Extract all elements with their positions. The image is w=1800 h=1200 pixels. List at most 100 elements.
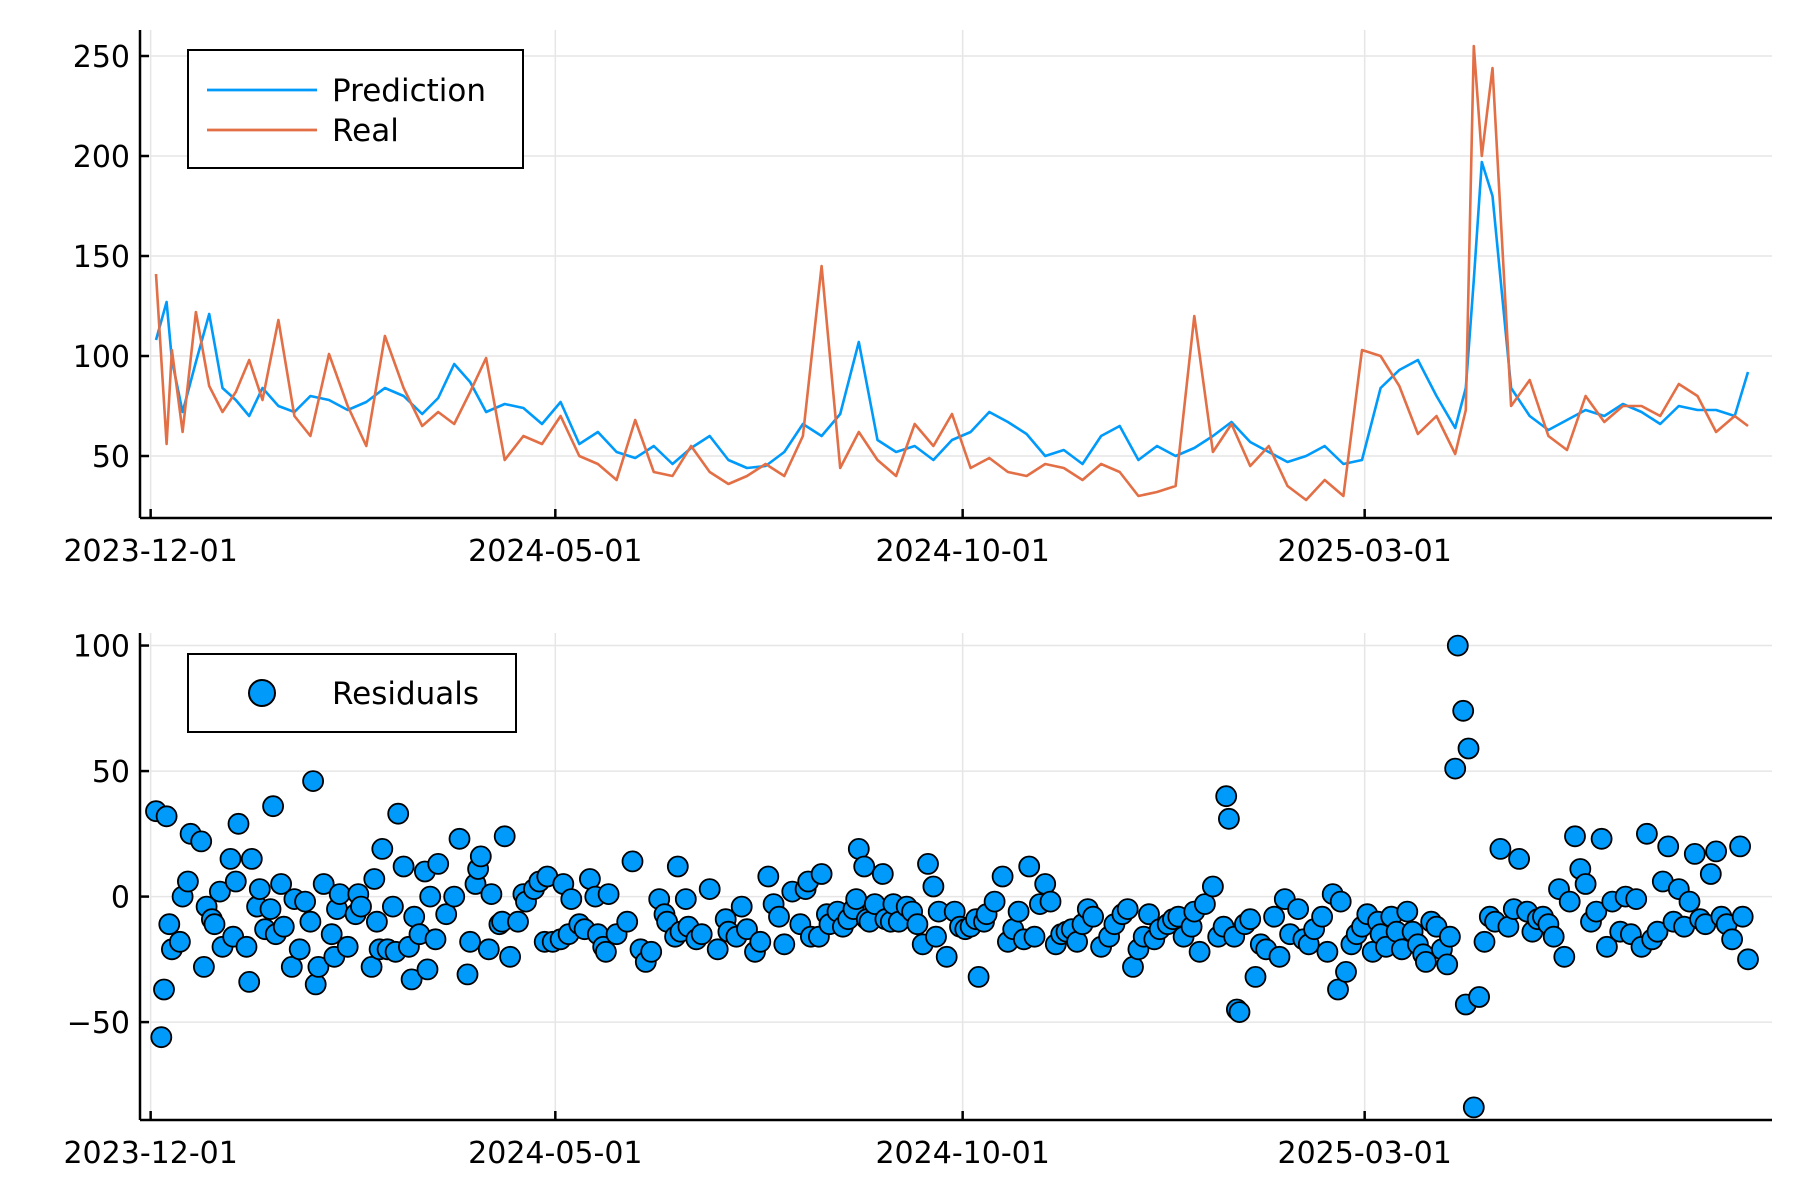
- residual-point: [1264, 907, 1284, 927]
- residual-point: [1565, 826, 1585, 846]
- residual-point: [926, 927, 946, 947]
- residual-point: [1706, 841, 1726, 861]
- residual-point: [1448, 636, 1468, 656]
- residual-point: [596, 942, 616, 962]
- residual-point: [383, 897, 403, 917]
- residual-point: [812, 864, 832, 884]
- residual-point: [388, 804, 408, 824]
- residual-point: [1440, 927, 1460, 947]
- residual-point: [599, 884, 619, 904]
- x-tick-label: 2023-12-01: [63, 1136, 237, 1171]
- legend-entry-prediction: Prediction: [332, 73, 486, 109]
- residual-point: [623, 851, 643, 871]
- residual-point: [561, 889, 581, 909]
- residual-point: [1288, 899, 1308, 919]
- residual-point: [1240, 909, 1260, 929]
- y-tick-label: 200: [73, 140, 130, 175]
- x-tick-label: 2024-10-01: [875, 534, 1049, 569]
- residual-point: [1592, 829, 1612, 849]
- residual-point: [1509, 849, 1529, 869]
- residual-point: [1190, 942, 1210, 962]
- residual-point: [178, 872, 198, 892]
- residual-point: [1459, 739, 1479, 759]
- residual-point: [1576, 874, 1596, 894]
- residual-point: [170, 932, 190, 952]
- residual-point: [300, 912, 320, 932]
- residual-point: [1453, 701, 1473, 721]
- y-tick-label: 250: [73, 40, 130, 75]
- x-tick-label: 2024-05-01: [468, 534, 642, 569]
- residual-point: [1336, 962, 1356, 982]
- residual-point: [239, 972, 259, 992]
- residual-point: [500, 947, 520, 967]
- x-tick-label: 2025-03-01: [1277, 534, 1451, 569]
- x-tick-label: 2023-12-01: [63, 534, 237, 569]
- residual-point: [985, 892, 1005, 912]
- legend-box: [188, 50, 523, 168]
- residual-point: [250, 879, 270, 899]
- residual-point: [1445, 759, 1465, 779]
- residual-point: [750, 932, 770, 952]
- residual-point: [394, 857, 414, 877]
- residual-point: [758, 867, 778, 887]
- residual-point: [993, 867, 1013, 887]
- y-tick-label: −50: [67, 1006, 130, 1041]
- residual-point: [1025, 927, 1045, 947]
- residual-point: [1722, 929, 1742, 949]
- residual-point: [1730, 836, 1750, 856]
- x-tick-label: 2024-10-01: [875, 1136, 1049, 1171]
- residual-point: [1331, 892, 1351, 912]
- residual-point: [617, 912, 637, 932]
- residual-point: [937, 947, 957, 967]
- residual-point: [428, 854, 448, 874]
- residual-point: [450, 829, 470, 849]
- residual-point: [295, 892, 315, 912]
- residual-point: [303, 771, 323, 791]
- residual-point: [460, 932, 480, 952]
- residual-point: [1019, 857, 1039, 877]
- residual-point: [969, 967, 989, 987]
- residual-point: [700, 879, 720, 899]
- residual-point: [1219, 809, 1239, 829]
- residual-point: [1397, 902, 1417, 922]
- residual-point: [159, 914, 179, 934]
- residual-point: [1464, 1097, 1484, 1117]
- legend-entry-residuals-marker: [249, 680, 275, 706]
- residual-point: [1216, 786, 1236, 806]
- residual-point: [923, 877, 943, 897]
- residual-point: [479, 939, 499, 959]
- residual-point: [668, 857, 688, 877]
- residual-point: [1490, 839, 1510, 859]
- residual-point: [420, 887, 440, 907]
- residual-point: [1733, 907, 1753, 927]
- residual-point: [508, 912, 528, 932]
- residual-point: [274, 917, 294, 937]
- residual-point: [732, 897, 752, 917]
- residual-point: [1626, 889, 1646, 909]
- residual-point: [918, 854, 938, 874]
- residual-point: [367, 912, 387, 932]
- residual-point: [1475, 932, 1495, 952]
- residual-point: [1637, 824, 1657, 844]
- residual-point: [458, 964, 478, 984]
- residual-point: [1083, 907, 1103, 927]
- residual-point: [1560, 892, 1580, 912]
- residual-point: [1738, 949, 1758, 969]
- residual-point: [1680, 892, 1700, 912]
- residual-point: [846, 889, 866, 909]
- x-tick-label: 2025-03-01: [1277, 1136, 1451, 1171]
- residual-point: [364, 869, 384, 889]
- residual-point: [221, 849, 241, 869]
- residual-point: [1469, 987, 1489, 1007]
- residual-point: [1685, 844, 1705, 864]
- residual-point: [1701, 864, 1721, 884]
- residual-point: [157, 806, 177, 826]
- residual-point: [263, 796, 283, 816]
- residual-point: [774, 934, 794, 954]
- residual-point: [418, 959, 438, 979]
- residual-point: [229, 814, 249, 834]
- residual-point: [1544, 927, 1564, 947]
- residual-point: [444, 887, 464, 907]
- legend-entry-residuals: Residuals: [332, 676, 479, 712]
- legend: Residuals: [188, 654, 516, 732]
